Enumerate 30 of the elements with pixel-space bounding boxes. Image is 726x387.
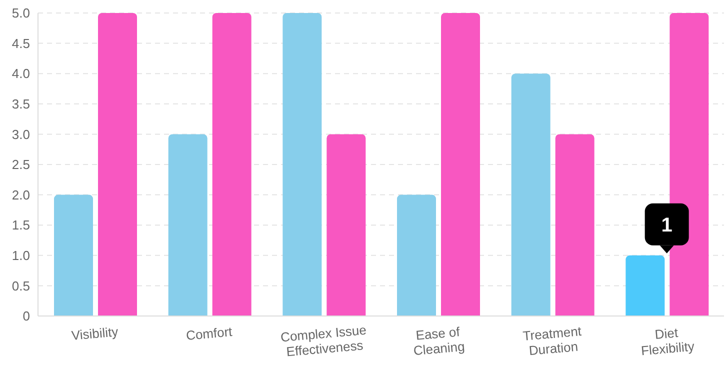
y-tick-label: 1.5 [12,218,30,233]
bar [54,194,94,316]
bar [441,13,480,316]
y-tick-label: 1.0 [12,248,30,264]
y-tick-label: 5.0 [12,6,30,21]
bar [282,13,322,316]
y-tick-label: 3.5 [12,96,30,112]
y-tick-label: 0 [22,308,30,324]
bar [98,13,138,316]
bar [626,255,665,316]
bar [397,194,436,316]
bar [168,134,208,316]
bar [326,134,366,316]
y-tick-label: 2.0 [12,187,30,202]
y-tick-label: 2.5 [12,157,30,172]
tooltip-callout: 1 [644,203,689,254]
x-tick-label: Complex Issue Effectiveness [280,322,367,360]
y-tick-label: 3.0 [12,126,30,142]
x-tick-label: Diet Flexibility [640,325,696,358]
bar [555,134,594,316]
bar [212,13,252,316]
x-tick-label: Comfort [185,324,234,344]
y-tick-label: 4.5 [12,36,30,51]
x-tick-label: Treatment Duration [522,323,582,358]
bar [511,74,550,316]
annotation: 1 [661,214,672,236]
y-tick-label: 4.0 [12,66,30,82]
y-tick-label: 0.5 [12,278,30,294]
x-tick-label: Ease of Cleaning [412,324,466,358]
x-tick-label: Visibility [70,324,120,344]
